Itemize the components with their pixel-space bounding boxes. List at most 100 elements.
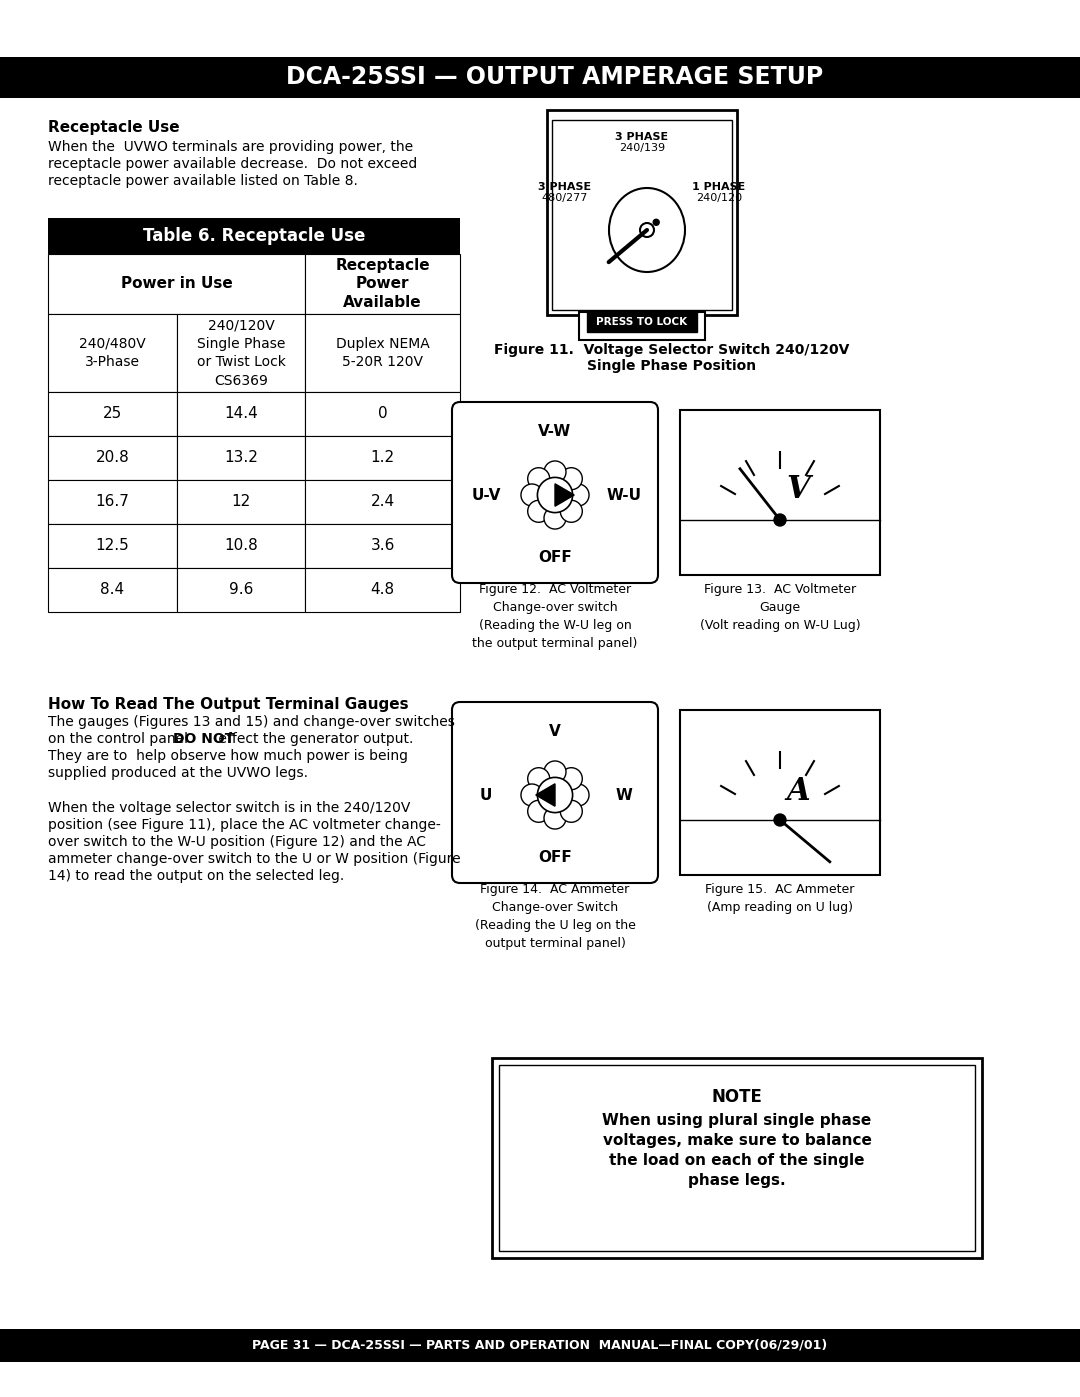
Circle shape	[774, 514, 786, 527]
Text: U: U	[480, 788, 492, 802]
Text: When the voltage selector switch is in the 240/120V: When the voltage selector switch is in t…	[48, 800, 410, 814]
Bar	[48, 314, 177, 393]
Text: 4.8: 4.8	[370, 583, 394, 598]
Text: V-W: V-W	[538, 425, 571, 440]
Bar	[305, 254, 460, 314]
Text: 240/120: 240/120	[696, 193, 742, 203]
Bar	[48, 393, 177, 436]
Text: 14.4: 14.4	[225, 407, 258, 422]
Text: PRESS TO LOCK: PRESS TO LOCK	[596, 317, 688, 327]
Bar	[305, 481, 460, 524]
Polygon shape	[536, 784, 555, 806]
FancyBboxPatch shape	[453, 703, 658, 883]
Text: DO NOT: DO NOT	[173, 732, 234, 746]
Circle shape	[528, 768, 550, 789]
Text: Figure 14.  AC Ammeter
Change-over Switch
(Reading the U leg on the
output termi: Figure 14. AC Ammeter Change-over Switch…	[474, 883, 635, 950]
Text: 12.5: 12.5	[96, 538, 130, 553]
Text: 480/277: 480/277	[542, 193, 589, 203]
Circle shape	[561, 768, 582, 789]
Text: phase legs.: phase legs.	[688, 1173, 786, 1187]
Text: When the  UVWO terminals are providing power, the: When the UVWO terminals are providing po…	[48, 140, 414, 154]
Text: Figure 13.  AC Voltmeter
Gauge
(Volt reading on W-U Lug): Figure 13. AC Voltmeter Gauge (Volt read…	[700, 583, 861, 631]
Bar	[588, 312, 697, 332]
Text: NOTE: NOTE	[712, 1088, 762, 1106]
Text: 10.8: 10.8	[225, 538, 258, 553]
Circle shape	[544, 761, 566, 782]
Text: 9.6: 9.6	[229, 583, 253, 598]
Bar	[177, 524, 305, 569]
Circle shape	[544, 461, 566, 483]
Ellipse shape	[609, 189, 685, 272]
Text: 8.4: 8.4	[100, 583, 124, 598]
Text: receptacle power available listed on Table 8.: receptacle power available listed on Tab…	[48, 175, 357, 189]
Bar	[48, 481, 177, 524]
Text: 240/139: 240/139	[619, 142, 665, 154]
Bar	[305, 436, 460, 481]
Circle shape	[567, 784, 589, 806]
Bar	[305, 314, 460, 393]
Bar	[305, 524, 460, 569]
Text: When using plural single phase: When using plural single phase	[603, 1113, 872, 1127]
Text: Receptacle
Power
Available: Receptacle Power Available	[335, 258, 430, 310]
Bar	[499, 1065, 975, 1250]
Circle shape	[521, 483, 543, 506]
Text: The gauges (Figures 13 and 15) and change-over switches: The gauges (Figures 13 and 15) and chang…	[48, 715, 455, 729]
Text: 16.7: 16.7	[95, 495, 130, 510]
Circle shape	[544, 507, 566, 529]
Text: the load on each of the single: the load on each of the single	[609, 1153, 865, 1168]
Circle shape	[567, 483, 589, 506]
Circle shape	[528, 468, 550, 490]
Bar	[48, 524, 177, 569]
Bar	[177, 393, 305, 436]
Circle shape	[640, 224, 654, 237]
Bar	[48, 569, 177, 612]
Circle shape	[774, 814, 786, 826]
Bar	[48, 436, 177, 481]
Text: 1 PHASE: 1 PHASE	[692, 182, 745, 191]
Text: receptacle power available decrease.  Do not exceed: receptacle power available decrease. Do …	[48, 156, 417, 170]
Text: over switch to the W-U position (Figure 12) and the AC: over switch to the W-U position (Figure …	[48, 835, 426, 849]
Text: W: W	[616, 788, 633, 802]
Text: Duplex NEMA
5-20R 120V: Duplex NEMA 5-20R 120V	[336, 337, 430, 369]
Text: 25: 25	[103, 407, 122, 422]
Bar	[305, 393, 460, 436]
Text: DCA-25SSI — OUTPUT AMPERAGE SETUP: DCA-25SSI — OUTPUT AMPERAGE SETUP	[286, 66, 824, 89]
Text: 240/480V
3-Phase: 240/480V 3-Phase	[79, 337, 146, 369]
Text: V: V	[549, 725, 561, 739]
Text: W-U: W-U	[607, 488, 642, 503]
Text: Receptacle Use: Receptacle Use	[48, 120, 179, 136]
Text: OFF: OFF	[538, 550, 572, 566]
Polygon shape	[555, 483, 575, 506]
Text: U-V: U-V	[471, 488, 501, 503]
Circle shape	[653, 219, 659, 225]
Bar	[305, 569, 460, 612]
Text: effect the generator output.: effect the generator output.	[214, 732, 414, 746]
Text: How To Read The Output Terminal Gauges: How To Read The Output Terminal Gauges	[48, 697, 408, 712]
Bar	[177, 481, 305, 524]
Text: Figure 12.  AC Voltmeter
Change-over switch
(Reading the W-U leg on
the output t: Figure 12. AC Voltmeter Change-over swit…	[472, 583, 637, 650]
Text: 12: 12	[231, 495, 251, 510]
Text: 13.2: 13.2	[224, 450, 258, 465]
Text: 3.6: 3.6	[370, 538, 394, 553]
Circle shape	[538, 777, 572, 813]
Bar	[177, 314, 305, 393]
Text: ammeter change-over switch to the U or W position (Figure: ammeter change-over switch to the U or W…	[48, 852, 461, 866]
Text: V: V	[786, 475, 810, 506]
Circle shape	[561, 800, 582, 823]
Text: position (see Figure 11), place the AC voltmeter change-: position (see Figure 11), place the AC v…	[48, 819, 441, 833]
Text: A: A	[786, 777, 810, 807]
Circle shape	[528, 800, 550, 823]
Bar	[552, 120, 732, 310]
Text: 14) to read the output on the selected leg.: 14) to read the output on the selected l…	[48, 869, 345, 883]
Text: supplied produced at the UVWO legs.: supplied produced at the UVWO legs.	[48, 766, 308, 780]
Text: voltages, make sure to balance: voltages, make sure to balance	[603, 1133, 872, 1148]
Text: 3 PHASE: 3 PHASE	[539, 182, 592, 191]
Text: PAGE 31 — DCA-25SSI — PARTS AND OPERATION  MANUAL—FINAL COPY(06/29/01): PAGE 31 — DCA-25SSI — PARTS AND OPERATIO…	[253, 1338, 827, 1352]
Circle shape	[561, 468, 582, 490]
Text: 20.8: 20.8	[96, 450, 130, 465]
Bar	[48, 218, 460, 254]
Text: 2.4: 2.4	[370, 495, 394, 510]
Text: on the control panel: on the control panel	[48, 732, 192, 746]
Circle shape	[538, 478, 572, 513]
Circle shape	[561, 500, 582, 522]
